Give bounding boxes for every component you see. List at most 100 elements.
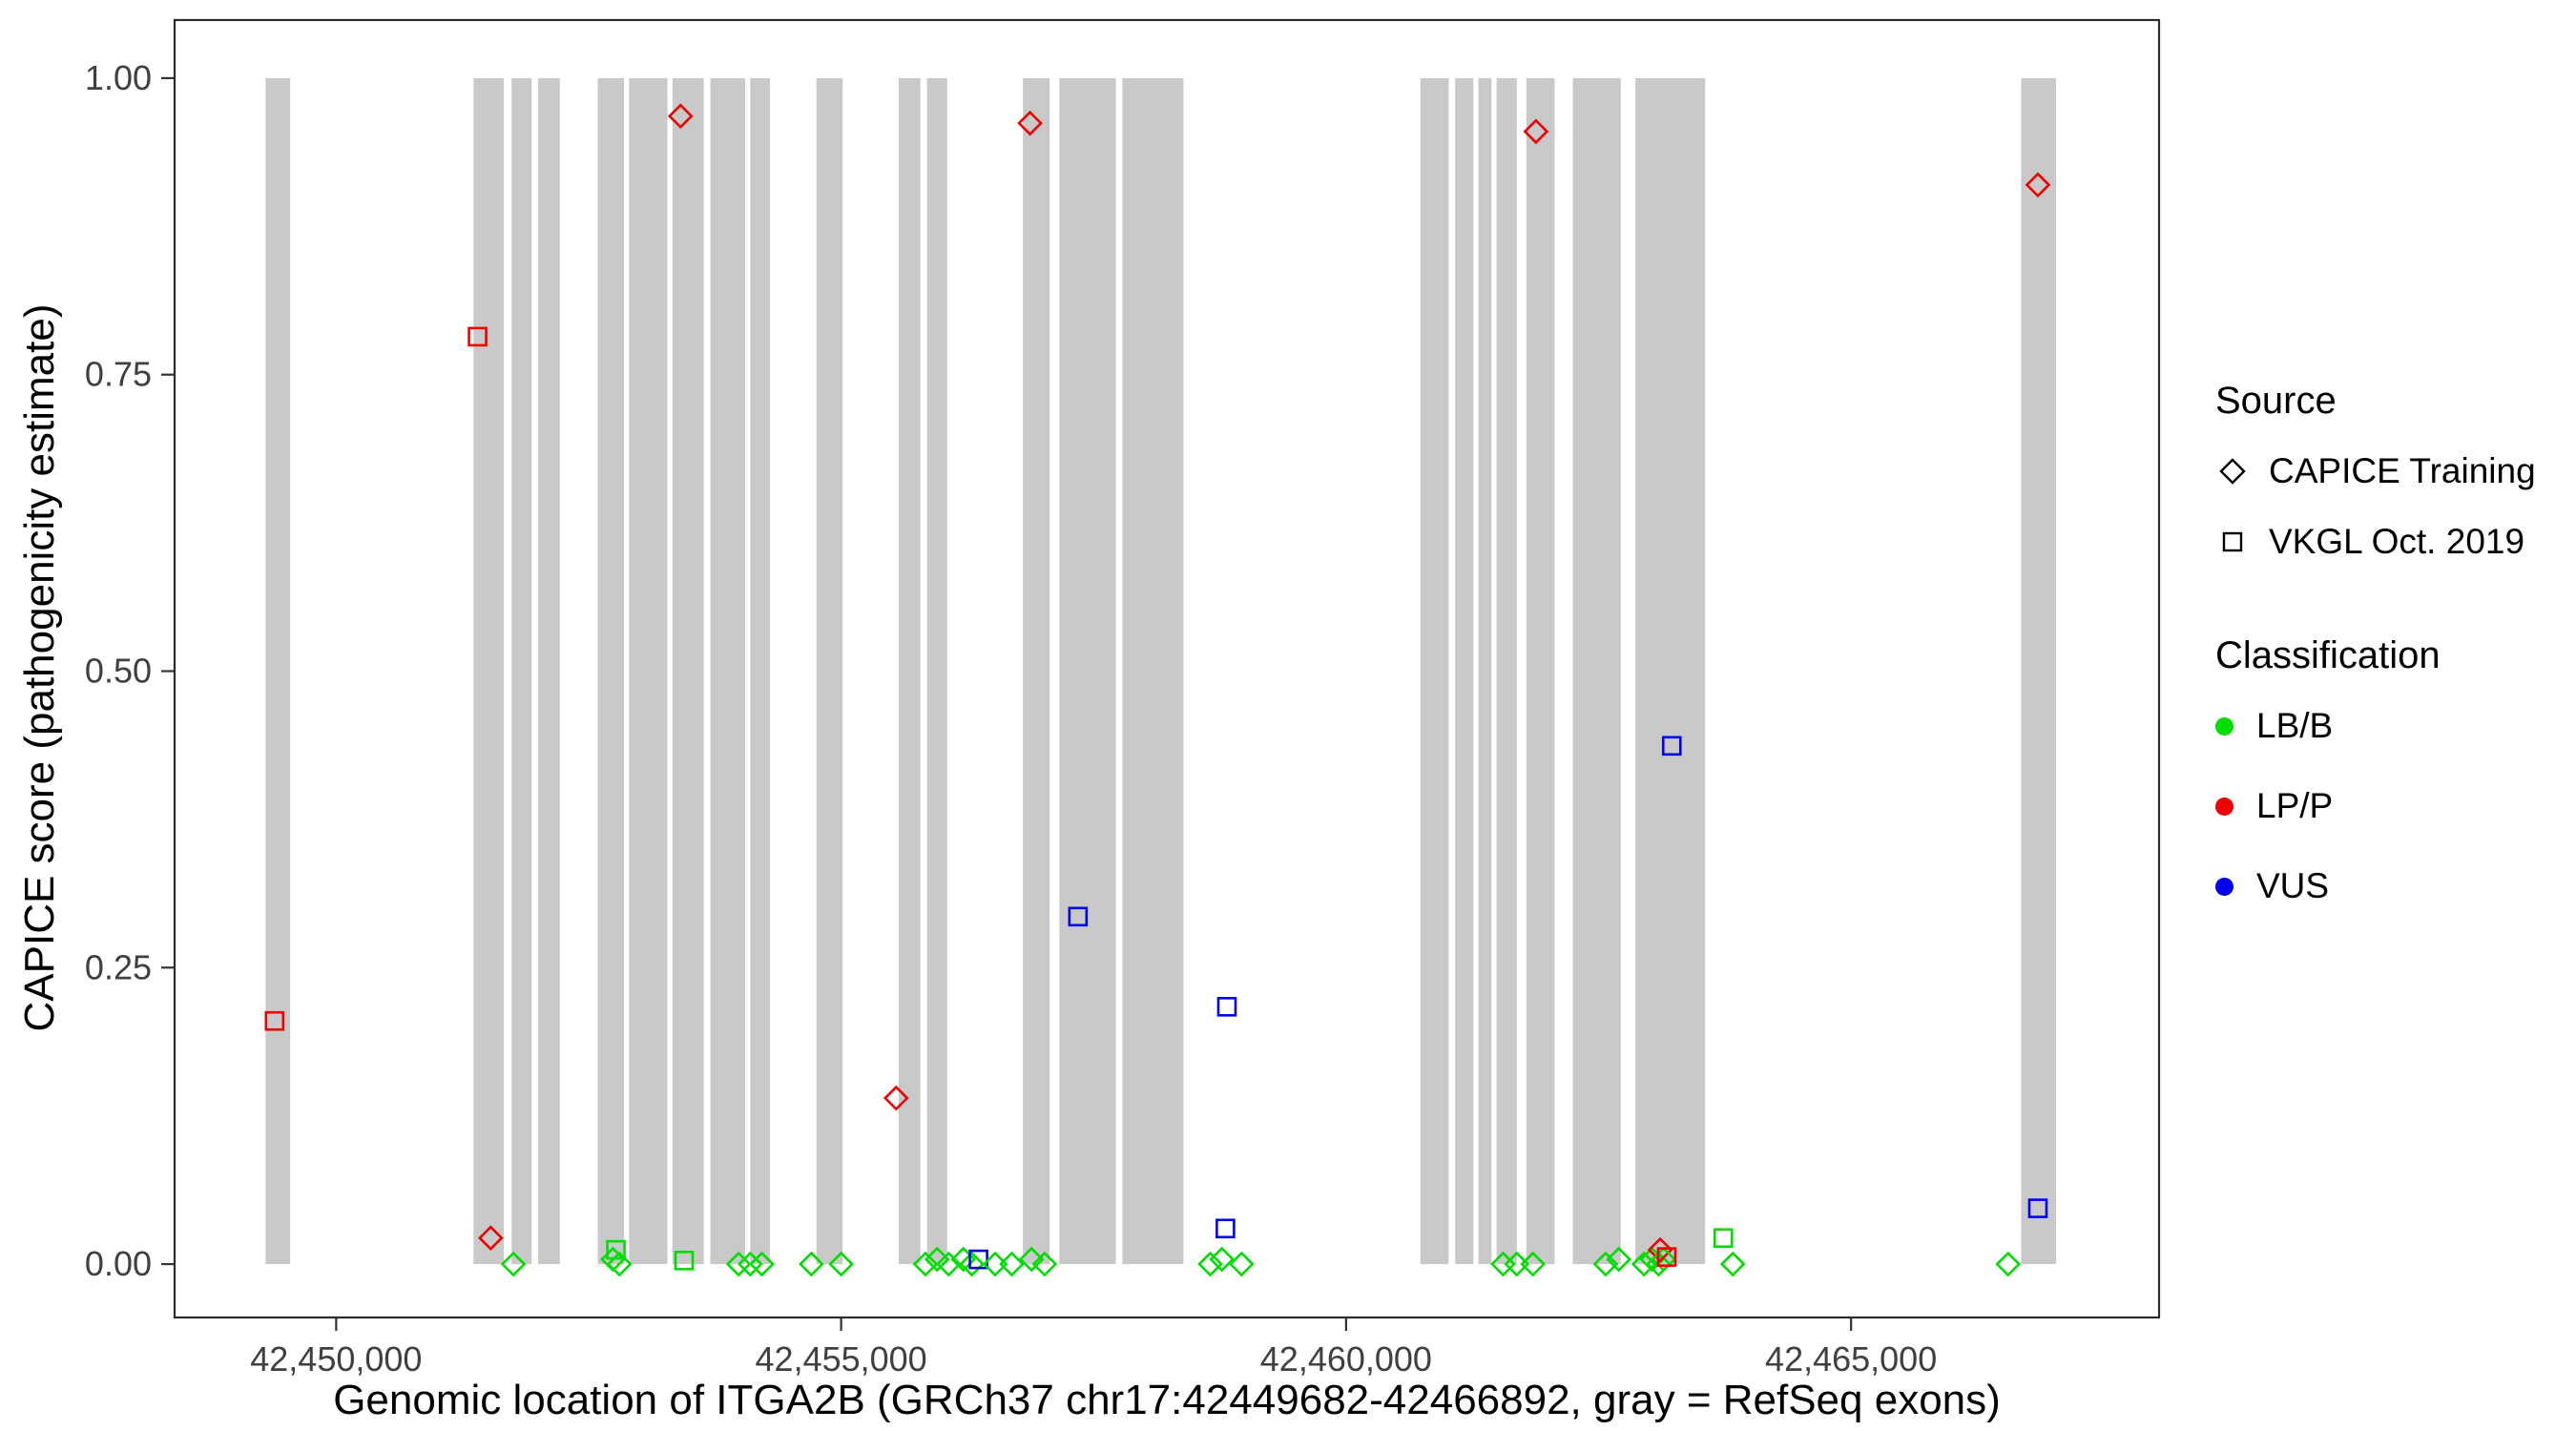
data-point-diamond — [1228, 1251, 1255, 1277]
x-axis-title: Genomic location of ITGA2B (GRCh37 chr17… — [333, 1377, 2001, 1423]
x-tick-label: 42,455,000 — [756, 1339, 927, 1379]
legend-group-classification: Classification LB/B LP/P VUS — [2215, 634, 2536, 906]
vus-dot-icon — [2215, 877, 2233, 896]
exon-bar — [926, 77, 947, 1265]
data-point-diamond — [828, 1251, 854, 1277]
legend-item-vkgl: VKGL Oct. 2019 — [2215, 522, 2536, 562]
lbb-dot-icon — [2215, 716, 2233, 736]
y-tick-label: 0.75 — [85, 355, 152, 394]
data-point-diamond — [1995, 1251, 2022, 1277]
data-point-diamond — [1520, 1251, 1547, 1277]
data-point-square — [1068, 906, 1089, 927]
x-tick-label: 42,450,000 — [250, 1339, 422, 1379]
data-point-square — [674, 1251, 695, 1271]
data-point-diamond — [749, 1251, 775, 1277]
data-point-diamond — [1592, 1251, 1619, 1277]
legend: Source CAPICE Training VKGL Oct. 2019 Cl… — [2215, 380, 2536, 946]
legend-item-vus: VUS — [2215, 866, 2536, 906]
diamond-marker-icon — [2219, 458, 2246, 485]
legend-item-label: CAPICE Training — [2269, 451, 2536, 490]
exon-bar — [1572, 77, 1621, 1265]
legend-item-lbb: LB/B — [2215, 706, 2536, 746]
exon-bar — [750, 77, 770, 1265]
y-tick-label: 1.00 — [85, 58, 152, 97]
data-point-diamond — [1197, 1251, 1223, 1277]
legend-classification-title: Classification — [2215, 634, 2441, 676]
exon-bar — [816, 77, 843, 1265]
data-point-square — [1713, 1228, 1734, 1249]
exon-bar — [1635, 77, 1706, 1265]
data-point-square — [606, 1239, 626, 1260]
data-point-diamond — [600, 1246, 626, 1273]
data-point-diamond — [936, 1251, 962, 1277]
data-point-square — [2027, 1198, 2048, 1218]
legend-group-source: Source CAPICE Training VKGL Oct. 2019 — [2215, 380, 2536, 562]
exon-bar — [1478, 77, 1492, 1265]
legend-item-label: LP/P — [2256, 786, 2334, 825]
legend-item-capice-training: CAPICE Training — [2215, 451, 2536, 491]
data-point-diamond — [737, 1251, 763, 1277]
data-point-diamond — [477, 1225, 504, 1252]
data-point-diamond — [883, 1085, 909, 1111]
y-axis-title: CAPICE score (pathogenicity estimate) — [16, 303, 63, 1032]
exon-bar — [538, 77, 560, 1265]
square-marker-icon — [2222, 531, 2243, 552]
data-point-square — [968, 1249, 988, 1270]
lpp-dot-icon — [2215, 797, 2233, 816]
data-point-diamond — [1523, 118, 1549, 145]
data-point-diamond — [1646, 1251, 1672, 1277]
data-point-diamond — [1651, 1246, 1677, 1273]
data-point-square — [1661, 736, 1682, 757]
data-point-square — [1216, 996, 1237, 1017]
x-tick-label: 42,465,000 — [1765, 1339, 1937, 1379]
plot-panel-border — [173, 18, 2161, 1319]
data-point-diamond — [2025, 172, 2051, 198]
data-point-diamond — [500, 1251, 527, 1277]
legend-item-lpp: LP/P — [2215, 786, 2536, 826]
exon-bar — [898, 77, 921, 1265]
data-point-diamond — [1018, 1246, 1045, 1273]
data-point-diamond — [982, 1251, 1008, 1277]
data-point-diamond — [999, 1251, 1025, 1277]
exon-bar — [1122, 77, 1184, 1265]
data-point-diamond — [1031, 1251, 1058, 1277]
exon-bar — [1420, 77, 1449, 1265]
exon-bar — [1496, 77, 1517, 1265]
y-tick-label: 0.00 — [85, 1244, 152, 1283]
exon-bar — [2021, 77, 2057, 1265]
exon-bar — [265, 77, 291, 1265]
data-point-square — [1656, 1247, 1677, 1267]
exon-bar — [672, 77, 704, 1265]
data-point-diamond — [959, 1251, 986, 1277]
data-point-square — [264, 1010, 285, 1031]
data-point-square — [467, 326, 488, 347]
exon-bar — [473, 77, 505, 1265]
exon-bar — [629, 77, 668, 1265]
data-point-diamond — [1017, 110, 1043, 136]
data-point-square — [1215, 1218, 1236, 1239]
data-point-diamond — [1209, 1246, 1236, 1273]
y-tick-label: 0.50 — [85, 651, 152, 690]
data-point-diamond — [606, 1251, 633, 1277]
legend-item-label: VKGL Oct. 2019 — [2269, 522, 2525, 561]
data-point-diamond — [1719, 1251, 1746, 1277]
exon-bar — [710, 77, 746, 1265]
exon-bar — [1023, 77, 1050, 1265]
exon-bar — [1059, 77, 1116, 1265]
legend-item-label: LB/B — [2256, 706, 2334, 745]
data-point-diamond — [667, 103, 694, 130]
data-point-diamond — [1606, 1246, 1632, 1273]
data-point-diamond — [1639, 1246, 1665, 1273]
data-point-diamond — [799, 1251, 824, 1277]
exon-bar — [1526, 77, 1555, 1265]
legend-source-title: Source — [2215, 380, 2337, 422]
y-tick-label: 0.25 — [85, 947, 152, 986]
exon-bar — [511, 77, 532, 1265]
data-point-diamond — [912, 1251, 939, 1277]
data-point-diamond — [725, 1251, 752, 1277]
legend-item-label: VUS — [2256, 866, 2330, 905]
exon-bar — [1455, 77, 1474, 1265]
exon-bar — [597, 77, 625, 1265]
x-tick-label: 42,460,000 — [1260, 1339, 1432, 1379]
